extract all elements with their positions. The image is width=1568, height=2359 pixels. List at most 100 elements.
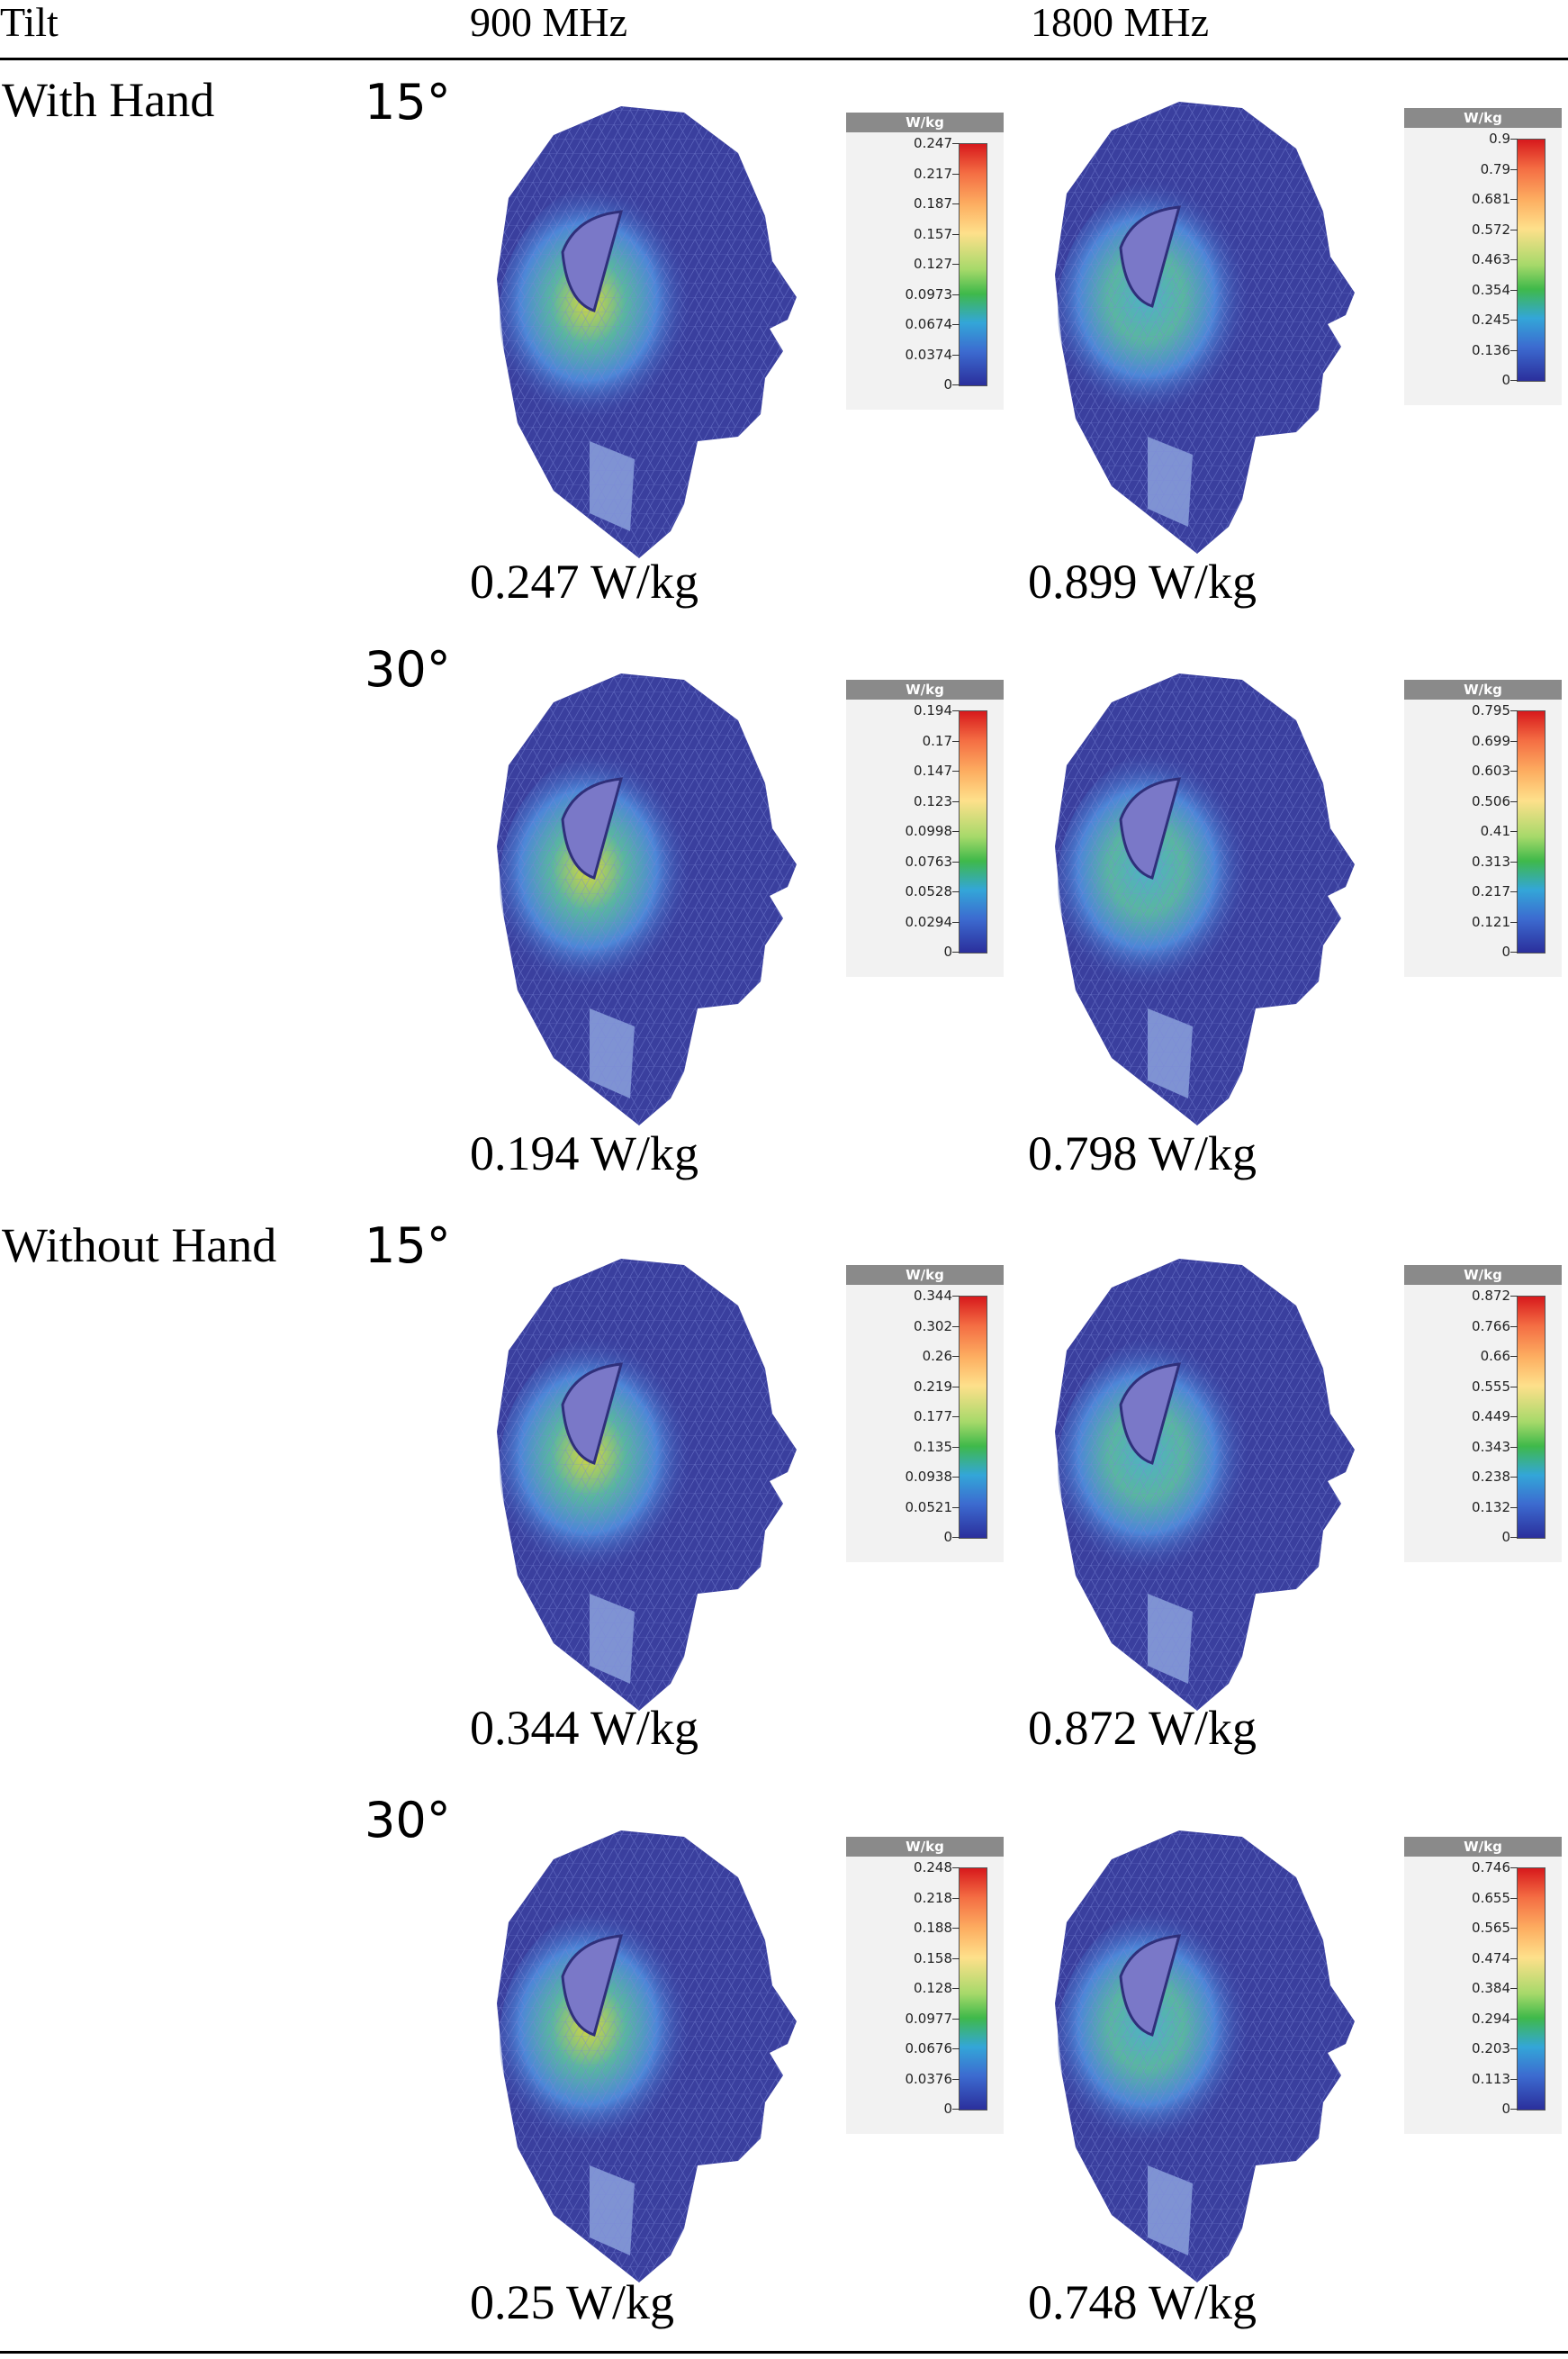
colorbar-tick-label: 0	[846, 945, 960, 959]
colorbar-tick-label: 0.449	[1404, 1410, 1518, 1424]
colorbar-tick-label: 0.217	[846, 167, 960, 181]
sar-figure: W/kg 0.9 0.79 0.681 0.572 0.463 0.354 0.245 0.13…	[1026, 77, 1566, 563]
colorbar-tick-label: 0	[1404, 374, 1518, 387]
colorbar-tick-label: 0.121	[1404, 915, 1518, 929]
colorbar-unit: W/kg	[846, 1265, 1004, 1285]
colorbar: W/kg 0.795 0.699 0.603 0.506 0.41 0.313 0.217 0.…	[1404, 680, 1562, 977]
colorbar-tick-label: 0	[846, 1531, 960, 1544]
sar-value: 0.25 W/kg	[470, 2275, 674, 2329]
colorbar-tick-label: 0.343	[1404, 1440, 1518, 1454]
colorbar-tick-label: 0.0674	[846, 318, 960, 331]
colorbar-tick-label: 0.26	[846, 1350, 960, 1363]
colorbar-tick-label: 0.0294	[846, 915, 960, 929]
colorbar: W/kg 0.247 0.217 0.187 0.157 0.127 0.0973 0.067…	[846, 113, 1004, 410]
head-phantom-icon	[497, 106, 797, 558]
colorbar-tick-label: 0.238	[1404, 1470, 1518, 1484]
colorbar-tick-label: 0	[846, 378, 960, 392]
colorbar-gradient	[959, 710, 987, 954]
colorbar-tick-label: 0.0521	[846, 1500, 960, 1514]
sar-figure: W/kg 0.795 0.699 0.603 0.506 0.41 0.313 0.217 0.…	[1026, 648, 1566, 1134]
colorbar-tick-label: 0.247	[846, 137, 960, 150]
sar-figure: W/kg 0.248 0.218 0.188 0.158 0.128 0.0977 0.067…	[468, 1805, 1008, 2291]
header-900mhz: 900 MHz	[470, 0, 628, 45]
head-phantom-icon	[497, 1259, 797, 1711]
sar-figure: W/kg 0.746 0.655 0.565 0.474 0.384 0.294 0.203 0…	[1026, 1805, 1566, 2291]
colorbar-body: 0.795 0.699 0.603 0.506 0.41 0.313 0.217 0.121 0	[1404, 700, 1562, 977]
sar-value: 0.798 W/kg	[1028, 1126, 1257, 1180]
colorbar-tick-label: 0.0973	[846, 287, 960, 302]
colorbar-gradient	[1517, 139, 1545, 382]
colorbar-unit: W/kg	[1404, 1265, 1562, 1285]
sar-value: 0.194 W/kg	[470, 1126, 698, 1180]
colorbar-unit: W/kg	[846, 680, 1004, 700]
colorbar-tick-label: 0.0676	[846, 2042, 960, 2056]
colorbar-tick-label: 0.147	[846, 764, 960, 778]
colorbar: W/kg 0.248 0.218 0.188 0.158 0.128 0.0977 0.067…	[846, 1837, 1004, 2134]
header-rule	[0, 58, 1568, 60]
colorbar-tick-label: 0	[1404, 2102, 1518, 2116]
colorbar-tick-label: 0.158	[846, 1951, 960, 1966]
colorbar-tick-label: 0.294	[1404, 2011, 1518, 2026]
colorbar-unit: W/kg	[1404, 108, 1562, 128]
colorbar-unit: W/kg	[846, 1837, 1004, 1857]
colorbar-tick-label: 0.41	[1404, 825, 1518, 838]
colorbar-tick-label: 0	[1404, 945, 1518, 959]
colorbar-tick-label: 0.555	[1404, 1379, 1518, 1394]
colorbar-tick-label: 0.9	[1404, 132, 1518, 146]
head-phantom-icon	[497, 673, 797, 1125]
sar-value: 0.247 W/kg	[470, 555, 698, 609]
head-phantom-icon	[1055, 673, 1355, 1125]
colorbar-tick-label: 0.128	[846, 1982, 960, 1995]
colorbar-body: 0.247 0.217 0.187 0.157 0.127 0.0973 0.0674 0.0…	[846, 132, 1004, 410]
colorbar: W/kg 0.194 0.17 0.147 0.123 0.0998 0.0763 0.052…	[846, 680, 1004, 977]
colorbar-tick-label: 0.113	[1404, 2072, 1518, 2086]
colorbar-gradient	[1517, 1867, 1545, 2110]
colorbar-gradient	[959, 1867, 987, 2110]
colorbar-tick-label: 0.766	[1404, 1319, 1518, 1333]
colorbar-body: 0.746 0.655 0.565 0.474 0.384 0.294 0.203 0.113…	[1404, 1857, 1562, 2134]
colorbar-body: 0.344 0.302 0.26 0.219 0.177 0.135 0.0938 0.052…	[846, 1285, 1004, 1562]
tilt-label: 30°	[365, 641, 451, 698]
condition-without-hand: Without Hand	[2, 1218, 277, 1272]
sar-figure: W/kg 0.344 0.302 0.26 0.219 0.177 0.135 0.0938 0…	[468, 1234, 1008, 1720]
colorbar-body: 0.9 0.79 0.681 0.572 0.463 0.354 0.245 0.136 0	[1404, 128, 1562, 405]
sar-value: 0.344 W/kg	[470, 1701, 698, 1755]
colorbar-tick-label: 0.219	[846, 1379, 960, 1394]
colorbar: W/kg 0.9 0.79 0.681 0.572 0.463 0.354 0.245 0.13…	[1404, 108, 1562, 405]
colorbar-gradient	[1517, 1296, 1545, 1539]
colorbar-tick-label: 0.188	[846, 1921, 960, 1935]
colorbar-tick-label: 0.127	[846, 258, 960, 271]
colorbar-tick-label: 0.0374	[846, 348, 960, 362]
header-1800mhz: 1800 MHz	[1031, 0, 1210, 45]
colorbar-tick-label: 0.248	[846, 1861, 960, 1875]
head-phantom-icon	[1055, 102, 1355, 554]
colorbar-tick-label: 0.187	[846, 197, 960, 211]
tilt-label: 30°	[365, 1792, 451, 1848]
colorbar-tick-label: 0.79	[1404, 162, 1518, 176]
colorbar-tick-label: 0.681	[1404, 193, 1518, 206]
colorbar-tick-label: 0.572	[1404, 222, 1518, 237]
tilt-label: 15°	[365, 1217, 451, 1274]
colorbar-tick-label: 0.194	[846, 704, 960, 718]
colorbar-tick-label: 0.603	[1404, 764, 1518, 778]
colorbar-gradient	[1517, 710, 1545, 954]
sar-figure: W/kg 0.194 0.17 0.147 0.123 0.0998 0.0763 0.052…	[468, 648, 1008, 1134]
colorbar-tick-label: 0.565	[1404, 1921, 1518, 1935]
colorbar-tick-label: 0.655	[1404, 1891, 1518, 1905]
colorbar-tick-label: 0.0977	[846, 2011, 960, 2026]
colorbar-tick-label: 0.463	[1404, 253, 1518, 267]
colorbar-unit: W/kg	[1404, 680, 1562, 700]
colorbar-tick-label: 0.135	[846, 1440, 960, 1454]
colorbar-unit: W/kg	[1404, 1837, 1562, 1857]
colorbar-unit: W/kg	[846, 113, 1004, 132]
colorbar-tick-label: 0.0998	[846, 825, 960, 838]
condition-with-hand: With Hand	[2, 73, 215, 127]
colorbar-tick-label: 0.699	[1404, 734, 1518, 748]
colorbar-tick-label: 0.132	[1404, 1500, 1518, 1514]
colorbar-body: 0.248 0.218 0.188 0.158 0.128 0.0977 0.0676 0.0…	[846, 1857, 1004, 2134]
colorbar-tick-label: 0.746	[1404, 1861, 1518, 1875]
colorbar-tick-label: 0.17	[846, 734, 960, 748]
colorbar-tick-label: 0.123	[846, 794, 960, 809]
colorbar-tick-label: 0.218	[846, 1891, 960, 1905]
colorbar-tick-label: 0.217	[1404, 885, 1518, 899]
